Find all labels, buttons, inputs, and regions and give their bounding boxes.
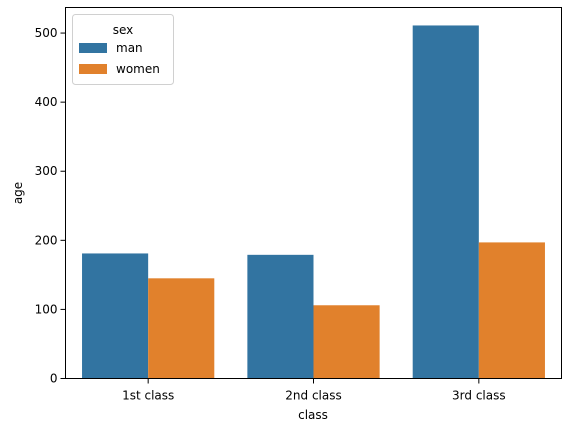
legend-label-women: women bbox=[116, 62, 160, 76]
y-tick-label: 300 bbox=[35, 164, 58, 178]
y-tick-label: 100 bbox=[35, 302, 58, 316]
x-tick-label: 2nd class bbox=[285, 389, 341, 403]
y-tick-label: 0 bbox=[50, 372, 58, 386]
y-tick-label: 500 bbox=[35, 26, 58, 40]
plot-frame bbox=[65, 7, 562, 379]
bars-layer bbox=[82, 25, 545, 379]
x-tick-label: 3rd class bbox=[452, 389, 506, 403]
x-axis-ticks: 1st class 2nd class 3rd class bbox=[122, 378, 506, 403]
bar-women-0 bbox=[148, 278, 215, 379]
bar-women-2 bbox=[478, 242, 545, 379]
legend-title: sex bbox=[113, 23, 134, 37]
bar-man-0 bbox=[82, 253, 149, 379]
x-tick-label: 1st class bbox=[122, 389, 174, 403]
legend-label-man: man bbox=[116, 41, 143, 55]
legend: sex man women bbox=[72, 14, 174, 85]
y-axis-ticks: 0 100 200 300 400 500 bbox=[35, 26, 66, 386]
y-axis-label: age bbox=[11, 182, 25, 204]
bar-man-2 bbox=[412, 25, 479, 379]
y-tick-label: 200 bbox=[35, 233, 58, 247]
legend-swatch-man bbox=[79, 43, 107, 53]
x-axis-label: class bbox=[298, 408, 328, 422]
bar-man-1 bbox=[247, 254, 314, 379]
legend-swatch-women bbox=[79, 64, 107, 74]
bar-women-1 bbox=[313, 305, 380, 379]
y-tick-label: 400 bbox=[35, 95, 58, 109]
